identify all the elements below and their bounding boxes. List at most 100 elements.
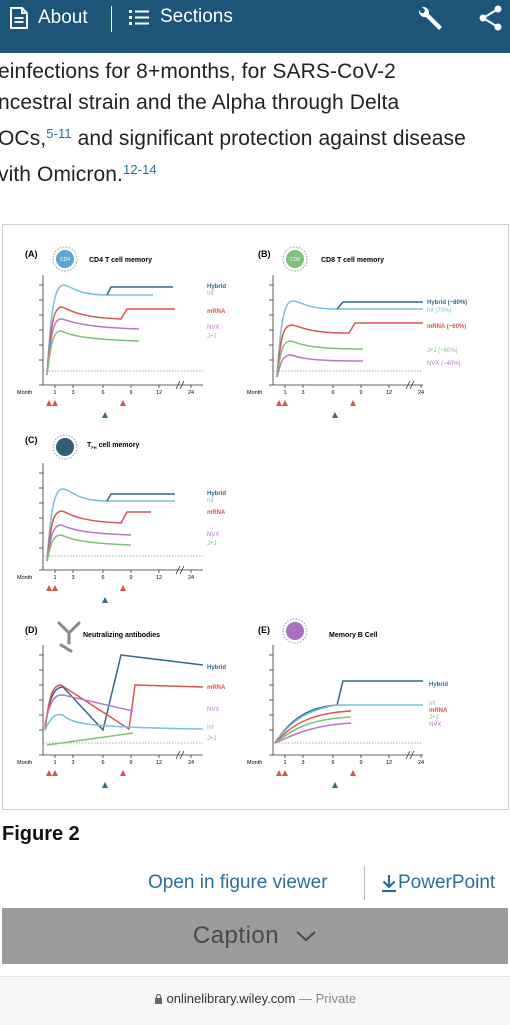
axis-b: Month 1 3 6 9 12 24 — [247, 380, 424, 418]
legend-mrna: mRNA (~60%) — [427, 324, 466, 330]
text-segment: vith Omicron. — [0, 163, 123, 186]
vaccine-dose-marker — [46, 585, 52, 591]
text-segment: and significant protection against disea… — [71, 127, 466, 150]
about-button[interactable]: About — [8, 6, 88, 30]
tick-label: 1 — [53, 575, 56, 581]
tick-label: 24 — [188, 760, 194, 766]
axis-break — [175, 380, 185, 390]
legend-nvx: NVX — [207, 532, 219, 538]
panel-a: (A) CD4 CD4 T cell memory Hybrid Inf mRN… — [17, 246, 226, 418]
figure-image[interactable]: (A) CD4 CD4 T cell memory Hybrid Inf mRN… — [2, 224, 509, 810]
tick-label: 24 — [188, 575, 194, 581]
axis-label: Month — [17, 390, 32, 396]
legend-hybrid: Hybrid — [207, 284, 226, 290]
list-icon — [129, 10, 149, 25]
tick-label: 12 — [386, 760, 392, 766]
vaccine-dose-marker — [282, 400, 288, 406]
legend-inf: Inf — [207, 291, 214, 297]
wrench-icon[interactable] — [415, 4, 445, 34]
caption-toggle[interactable]: Caption — [2, 908, 508, 964]
figure-svg: (A) CD4 CD4 T cell memory Hybrid Inf mRN… — [17, 246, 467, 788]
top-nav-bar: About Sections — [0, 0, 510, 53]
cell-icon — [282, 618, 308, 644]
axis-e: Month 1 3 6 9 12 24 — [247, 750, 424, 788]
tick-label: 1 — [283, 390, 286, 396]
legend-mrna: mRNA — [207, 685, 226, 691]
legend-inf: Inf — [207, 498, 214, 504]
tick-label: 9 — [359, 760, 362, 766]
vaccine-dose-marker — [350, 400, 356, 406]
cell-icon — [52, 246, 78, 272]
citation-link[interactable]: 12-14 — [123, 162, 157, 177]
tick-label: 9 — [359, 390, 362, 396]
axis-label: Month — [247, 390, 262, 396]
figure-label: Figure 2 — [2, 823, 80, 845]
panel-title: CD8 T cell memory — [321, 257, 384, 264]
vaccine-dose-marker — [52, 400, 58, 406]
axis-label: Month — [17, 575, 32, 581]
cell-icon — [52, 434, 78, 460]
axis-label: Month — [17, 760, 32, 766]
legend-jj: J+J — [429, 715, 439, 721]
share-icon[interactable] — [478, 4, 504, 34]
powerpoint-link[interactable]: PowerPoint — [380, 872, 495, 894]
vaccine-dose-marker — [120, 585, 126, 591]
tick-label: 9 — [129, 390, 132, 396]
browser-bottom-bar: onlinelibrary.wiley.com — Private — [0, 976, 510, 1025]
sections-button[interactable]: Sections — [128, 6, 233, 28]
legend-jj: J+J (~60%) — [427, 348, 458, 354]
panel-d: (D) Neutralizing antibodies Hybrid mRNA … — [17, 621, 226, 788]
legend-nvx: NVX — [207, 325, 219, 331]
legend-inf: Inf — [207, 725, 214, 731]
legend-hybrid: Hybrid — [207, 491, 226, 497]
chevron-down-icon — [296, 931, 316, 942]
cd4-cell-icon — [56, 250, 74, 268]
tick-label: 24 — [418, 390, 424, 396]
panel-letter: (D) — [25, 625, 38, 635]
legend-hybrid: Hybrid (~80%) — [427, 300, 467, 306]
tick-label: 6 — [101, 760, 104, 766]
infection-marker — [332, 782, 338, 788]
document-icon — [10, 7, 28, 29]
cell-label: CD8 — [290, 257, 300, 263]
cell-icon — [282, 246, 308, 272]
vaccine-dose-marker — [52, 770, 58, 776]
legend-nvx: NVX — [207, 707, 219, 713]
lock-icon — [154, 993, 162, 1004]
axis-break — [175, 565, 185, 575]
infection-marker — [102, 412, 108, 418]
url-display[interactable]: onlinelibrary.wiley.com — Private — [0, 991, 510, 1006]
open-figure-viewer-link[interactable]: Open in figure viewer — [148, 872, 328, 893]
tick-label: 3 — [301, 390, 304, 396]
article-line: OCs,5-11 and significant protection agai… — [0, 118, 510, 154]
legend-nvx: NVX (~40%) — [427, 361, 461, 367]
legend-mrna: mRNA — [429, 708, 448, 714]
legend-jj: J+J — [207, 541, 217, 547]
axis-a: Month 1 3 6 9 12 24 — [17, 380, 194, 418]
article-line: vith Omicron.12-14 — [0, 154, 510, 190]
link-separator — [364, 866, 365, 900]
panel-e: (E) Memory B Cell Hybrid Inf mRNA J+J NV… — [247, 618, 448, 788]
legend-mrna: mRNA — [207, 309, 226, 315]
text-segment: OCs, — [0, 127, 47, 150]
legend-jj: J+J — [207, 334, 217, 340]
b-cell-icon — [286, 622, 304, 640]
tick-label: 9 — [129, 575, 132, 581]
tick-label: 24 — [188, 390, 194, 396]
legend-inf: Inf — [429, 701, 436, 707]
panel-c: (C) TFH cell memory Hybrid Inf mRNA NVX … — [17, 434, 226, 603]
powerpoint-label: PowerPoint — [398, 872, 496, 893]
axis-d: Month 1 3 6 9 12 24 — [17, 750, 194, 788]
header-separator — [111, 6, 112, 32]
tick-label: 3 — [301, 760, 304, 766]
tfh-cell-icon — [56, 438, 74, 456]
legend-hybrid: Hybrid — [429, 682, 448, 688]
infection-marker — [102, 597, 108, 603]
axis-c: Month 1 3 6 9 12 24 — [17, 565, 194, 603]
tick-label: 6 — [101, 575, 104, 581]
vaccine-dose-marker — [52, 585, 58, 591]
tick-label: 6 — [331, 390, 334, 396]
vaccine-dose-marker — [120, 400, 126, 406]
citation-link[interactable]: 5-11 — [46, 126, 72, 141]
tick-label: 12 — [386, 390, 392, 396]
